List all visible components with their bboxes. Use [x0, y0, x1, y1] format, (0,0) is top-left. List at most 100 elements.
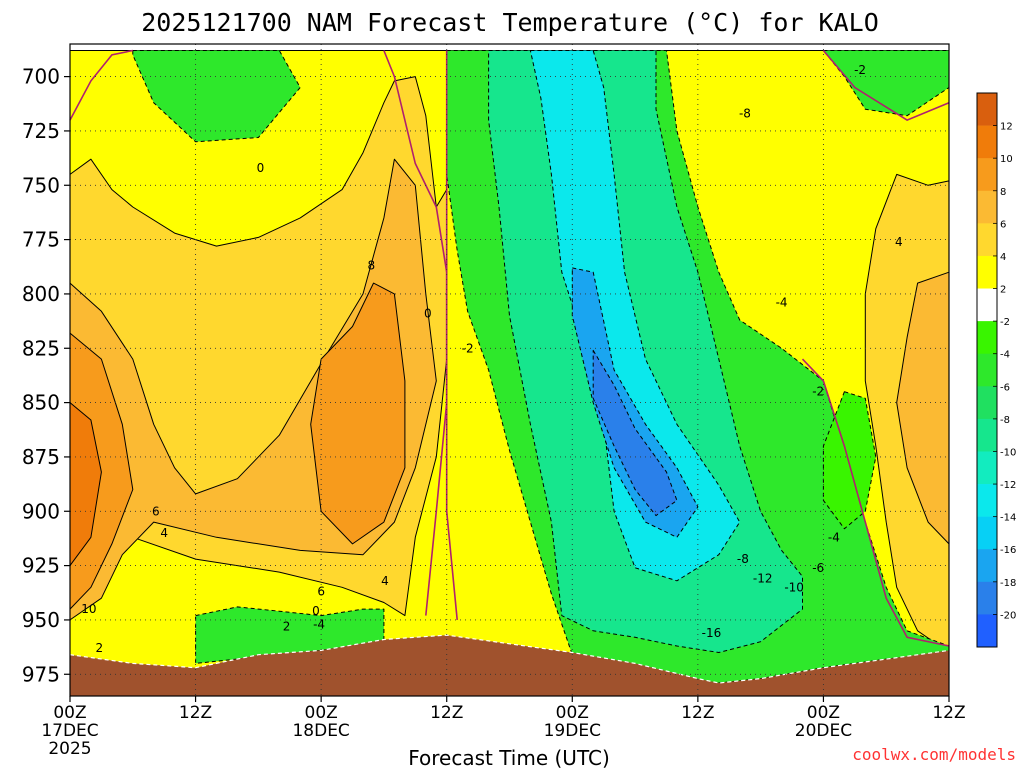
- x-tick-label-48: 00Z: [556, 703, 589, 723]
- x-date-label-24: 18DEC: [292, 721, 349, 741]
- x-tick-label-24: 00Z: [305, 703, 338, 723]
- contour-label-16: 10: [81, 602, 96, 616]
- contour-label-15: 2: [283, 619, 291, 633]
- colorbar-swatch-16: [977, 614, 997, 648]
- contour-region-16: [822, 391, 877, 530]
- contour-label-4: -8: [739, 107, 751, 121]
- colorbar-swatch-15: [977, 581, 997, 615]
- colorbar-label-15: -20: [1000, 610, 1016, 621]
- contour-label-23: -16: [702, 626, 722, 640]
- colorbar-label-9: -8: [1000, 415, 1010, 426]
- colorbar-label-0: 12: [1000, 122, 1013, 133]
- colorbar-label-8: -6: [1000, 382, 1010, 393]
- x-tick-label-72: 00Z: [807, 703, 840, 723]
- colorbar-label-12: -14: [1000, 513, 1016, 524]
- colorbar-swatch-10: [977, 418, 997, 452]
- colorbar-swatch-9: [977, 386, 997, 420]
- colorbar-label-2: 8: [1000, 187, 1006, 198]
- colorbar-swatch-4: [977, 223, 997, 257]
- x-date-label-48: 19DEC: [544, 721, 601, 741]
- contour-region-1: [132, 50, 301, 143]
- colorbar-swatch-0: [977, 93, 997, 126]
- colorbar-label-5: 2: [1000, 285, 1006, 296]
- contour-region-5: [310, 282, 406, 545]
- colorbar-swatch-5: [977, 255, 997, 289]
- contour-label-19: -12: [753, 572, 773, 586]
- x-tick-label-12: 12Z: [179, 703, 212, 723]
- gridlines: [70, 44, 949, 696]
- y-tick-label-750: 750: [22, 173, 60, 197]
- plot-frame: [69, 43, 950, 697]
- contour-region-15: [822, 50, 950, 117]
- contour-region-13: [571, 267, 699, 538]
- contour-label-3: -2: [462, 341, 474, 355]
- contour-region-14: [592, 349, 678, 517]
- contour-label-18: -8: [737, 552, 749, 566]
- colorbar-label-11: -12: [1000, 480, 1016, 491]
- contour-label-12: 4: [381, 574, 389, 588]
- colorbar-label-6: -2: [1000, 317, 1010, 328]
- contour-label-22: -4: [828, 530, 840, 544]
- x-date-label-0: 17DEC: [41, 721, 98, 741]
- colorbar-swatch-7: [977, 321, 997, 355]
- zero-isotherm-line-3: [822, 49, 950, 121]
- colorbar-label-3: 6: [1000, 219, 1006, 230]
- contour-label-8: -2: [812, 385, 824, 399]
- zero-isotherm-line-0: [69, 49, 133, 121]
- contour-label-0: 0: [257, 161, 265, 175]
- contour-label-7: -4: [776, 296, 788, 310]
- terrain-fill: [70, 635, 949, 696]
- chart-title: 2025121700 NAM Forecast Temperature (°C)…: [141, 8, 879, 37]
- contour-label-5: -2: [854, 63, 866, 77]
- zero-isotherm-line-1: [383, 50, 448, 616]
- y-tick-label-825: 825: [22, 336, 60, 360]
- colorbar-swatch-13: [977, 516, 997, 550]
- colorbar-swatch-8: [977, 353, 997, 387]
- x-tick-label-36: 12Z: [430, 703, 463, 723]
- colorbar-swatch-1: [977, 125, 997, 159]
- colorbar-label-4: 4: [1000, 252, 1006, 263]
- contour-label-1: 8: [368, 259, 376, 273]
- x-date-label-72: 20DEC: [795, 721, 852, 741]
- y-tick-label-725: 725: [22, 119, 60, 143]
- colorbar-label-14: -18: [1000, 578, 1016, 589]
- contour-label-17: 2: [95, 641, 103, 655]
- x-tick-label-60: 12Z: [681, 703, 714, 723]
- zero-isotherm-line-4: [801, 358, 950, 647]
- colorbar-swatch-12: [977, 484, 997, 517]
- contour-label-13: 0: [312, 604, 320, 618]
- terrain-edge: [69, 634, 950, 684]
- colorbar-label-13: -16: [1000, 545, 1016, 556]
- y-tick-label-700: 700: [22, 65, 60, 89]
- x-axis-label: Forecast Time (UTC): [408, 746, 610, 768]
- filled-contours: [69, 49, 950, 697]
- y-tick-label-800: 800: [22, 282, 60, 306]
- y-tick-label-850: 850: [22, 391, 60, 415]
- contour-label-9: 6: [152, 504, 160, 518]
- colorbar-label-10: -10: [1000, 447, 1016, 458]
- colorbar-frame: [976, 92, 998, 648]
- colorbar-swatch-14: [977, 549, 997, 583]
- colorbar-label-7: -4: [1000, 350, 1010, 361]
- y-tick-label-900: 900: [22, 499, 60, 523]
- y-tick-label-775: 775: [22, 228, 60, 252]
- terrain-layer: [69, 634, 950, 696]
- colorbar-swatch-3: [977, 190, 997, 224]
- x-year-label-0: 2025: [48, 739, 91, 759]
- contour-region-12: [529, 50, 741, 582]
- contour-label-14: -4: [313, 617, 325, 631]
- x-tick-label-0: 00Z: [53, 703, 86, 723]
- contour-label-21: -6: [812, 561, 824, 575]
- contour-label-6: 4: [895, 235, 903, 249]
- colorbar-swatch-6: [977, 288, 997, 322]
- colorbar-swatch-11: [977, 451, 997, 485]
- y-tick-label-950: 950: [22, 608, 60, 632]
- contour-label-10: 4: [160, 526, 168, 540]
- y-axis: 700 725 750 775 800 825 850 875 900 925 950 975: [22, 65, 70, 686]
- x-tick-label-84: 12Z: [932, 703, 965, 723]
- y-tick-label-925: 925: [22, 554, 60, 578]
- contour-label-2: 0: [424, 306, 432, 320]
